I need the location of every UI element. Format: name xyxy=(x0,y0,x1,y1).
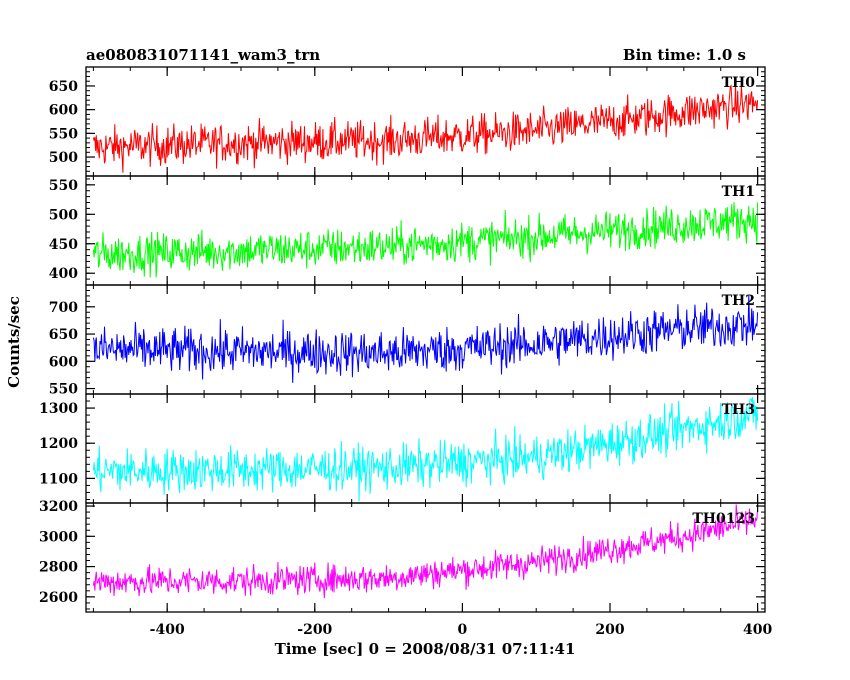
x-tick-label: 200 xyxy=(595,622,624,638)
y-tick-label: 550 xyxy=(49,126,78,142)
y-tick-label: 700 xyxy=(49,300,78,316)
series-line-th1 xyxy=(92,202,759,278)
y-tick-label: 1200 xyxy=(39,436,78,452)
y-tick-label: 2800 xyxy=(39,560,78,576)
series-line-th3 xyxy=(92,397,759,502)
series-line-th2 xyxy=(92,294,759,383)
y-tick-label: 1300 xyxy=(39,401,78,417)
y-tick-label: 450 xyxy=(49,237,78,253)
y-tick-label: 650 xyxy=(49,79,78,95)
y-tick-label: 550 xyxy=(49,382,78,398)
y-tick-label: 550 xyxy=(49,178,78,194)
panel-frame-th0 xyxy=(85,66,766,177)
y-tick-label: 500 xyxy=(49,150,78,166)
x-tick-label: -200 xyxy=(297,622,332,638)
series-label-th3: TH3 xyxy=(722,402,755,418)
y-tick-label: 3200 xyxy=(39,499,78,515)
y-tick-label: 3000 xyxy=(39,529,78,545)
bin-time-label: Bin time: 1.0 s xyxy=(622,46,746,64)
series-label-th2: TH2 xyxy=(722,293,755,309)
y-tick-label: 1100 xyxy=(39,471,78,487)
x-tick-label: 400 xyxy=(743,622,772,638)
y-tick-label: 2600 xyxy=(39,590,78,606)
chart-title: ae080831071141_wam3_trn xyxy=(86,46,321,64)
y-tick-label: 500 xyxy=(49,207,78,223)
y-tick-label: 600 xyxy=(49,103,78,119)
panel-frame-th3 xyxy=(85,393,766,504)
series-line-th0 xyxy=(92,82,759,173)
y-tick-label: 600 xyxy=(49,354,78,370)
series-label-th0: TH0 xyxy=(722,75,756,91)
y-tick-label: 400 xyxy=(49,266,78,282)
series-line-th0123 xyxy=(92,504,759,599)
y-tick-label: 650 xyxy=(49,327,78,343)
x-tick-label: -400 xyxy=(150,622,185,638)
panel-frame-th0123 xyxy=(85,502,766,613)
x-tick-label: 0 xyxy=(458,622,468,638)
x-axis-label: Time [sec] 0 = 2008/08/31 07:11:41 xyxy=(274,640,576,658)
series-label-th1: TH1 xyxy=(722,184,755,200)
series-label-th0123: TH0123 xyxy=(692,511,755,527)
